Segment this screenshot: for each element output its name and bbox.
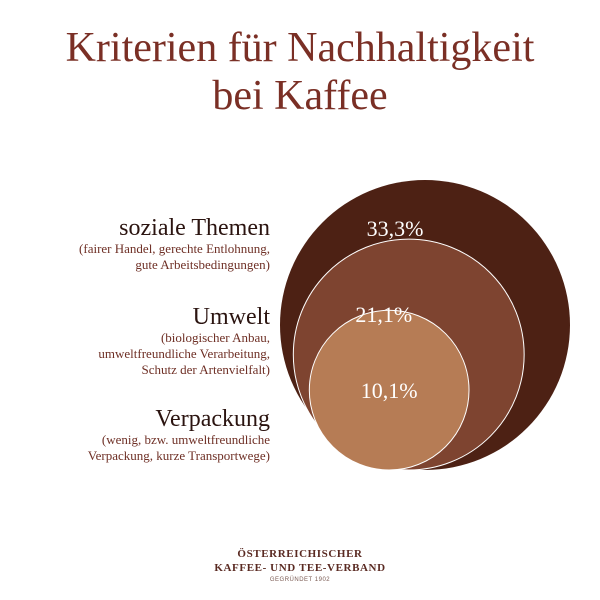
category-desc-line: Schutz der Artenvielfalt) [141,362,270,377]
value-label-0: 33,3% [367,216,424,241]
category-desc-line: Verpackung, kurze Transportwege) [87,448,270,463]
bubble-2 [308,309,470,471]
category-desc-line: umweltfreundliche Verarbeitung, [98,346,270,361]
category-desc-line: (fairer Handel, gerechte Entlohnung, [79,241,270,256]
category-name: soziale Themen [119,215,270,241]
category-name: Umwelt [192,304,270,330]
category-umwelt: Umwelt (biologischer Anbau, umweltfreund… [98,304,270,378]
category-desc-line: (wenig, bzw. umweltfreundliche [101,432,270,447]
association-logo: ÖSTERREICHISCHER KAFFEE- UND TEE-VERBAND… [0,547,600,585]
logo-line-1: ÖSTERREICHISCHER [237,548,363,560]
chart-title: Kriterien für Nachhaltigkeit bei Kaffee [0,24,600,120]
logo-line-3: GEGRÜNDET 1902 [269,577,331,583]
title-line-1: Kriterien für Nachhaltigkeit [65,25,535,71]
value-label-1: 21,1% [355,302,412,327]
category-name: Verpackung [155,406,270,432]
category-soziale-themen: soziale Themen (fairer Handel, gerechte … [79,215,270,273]
title-line-2: bei Kaffee [212,73,388,119]
category-verpackung: Verpackung (wenig, bzw. umweltfreundlich… [88,406,270,464]
logo-line-2: KAFFEE- UND TEE-VERBAND [214,562,386,574]
value-label-2: 10,1% [361,378,418,403]
category-desc-line: (biologischer Anbau, [160,330,270,345]
category-desc-line: gute Arbeitsbedingungen) [135,257,270,272]
